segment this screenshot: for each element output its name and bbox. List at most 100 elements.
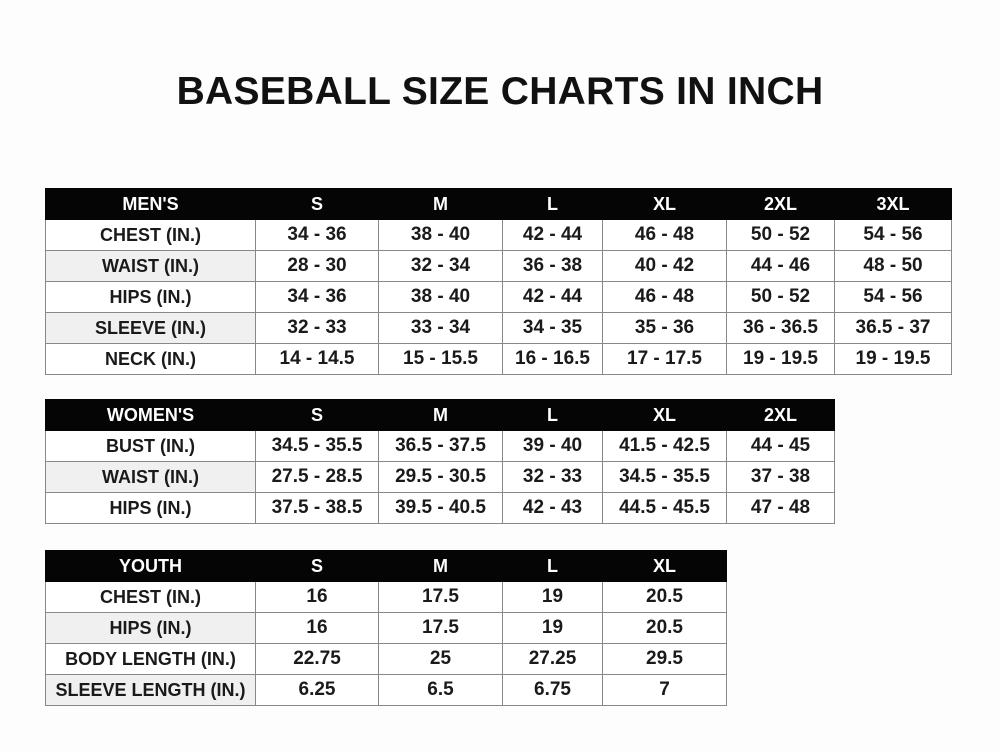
size-value-cell: 25 (378, 643, 503, 675)
size-value-cell: 14 - 14.5 (255, 343, 379, 375)
size-value-cell: 16 - 16.5 (502, 343, 603, 375)
size-value-cell: 27.25 (502, 643, 603, 675)
size-value-cell: 22.75 (255, 643, 379, 675)
size-value-cell: 34 - 35 (502, 312, 603, 344)
size-header: XL (602, 188, 727, 220)
size-value-cell: 41.5 - 42.5 (602, 430, 727, 462)
size-header: 3XL (834, 188, 952, 220)
size-value-cell: 34 - 36 (255, 219, 379, 251)
measurement-label: BODY LENGTH (IN.) (45, 643, 256, 675)
size-value-cell: 34.5 - 35.5 (255, 430, 379, 462)
size-header: L (502, 399, 603, 431)
size-value-cell: 37.5 - 38.5 (255, 492, 379, 524)
table-row: WAIST (IN.) 28 - 30 32 - 34 36 - 38 40 - 42 4… (45, 250, 952, 282)
table-row: HIPS (IN.) 34 - 36 38 - 40 42 - 44 46 - 48 50… (45, 281, 952, 313)
measurement-label: CHEST (IN.) (45, 219, 256, 251)
size-value-cell: 29.5 (602, 643, 727, 675)
size-header: L (502, 188, 603, 220)
size-value-cell: 17 - 17.5 (602, 343, 727, 375)
size-value-cell: 40 - 42 (602, 250, 727, 282)
size-value-cell: 39.5 - 40.5 (378, 492, 503, 524)
size-value-cell: 27.5 - 28.5 (255, 461, 379, 493)
size-value-cell: 20.5 (602, 612, 727, 644)
table-row: HIPS (IN.) 16 17.5 19 20.5 (45, 612, 727, 644)
size-header: 2XL (726, 188, 835, 220)
category-header: WOMEN'S (45, 399, 256, 431)
table-row: SLEEVE (IN.) 32 - 33 33 - 34 34 - 35 35 - 36… (45, 312, 952, 344)
size-value-cell: 42 - 44 (502, 219, 603, 251)
table-row: SLEEVE LENGTH (IN.) 6.25 6.5 6.75 7 (45, 674, 727, 706)
size-value-cell: 46 - 48 (602, 219, 727, 251)
measurement-label: SLEEVE (IN.) (45, 312, 256, 344)
size-value-cell: 44.5 - 45.5 (602, 492, 727, 524)
size-value-cell: 19 (502, 581, 603, 613)
youth-size-table: YOUTH S M L XL CHEST (IN.) 16 17.5 19 20.5 HIPS (I… (45, 550, 727, 706)
size-value-cell: 32 - 33 (502, 461, 603, 493)
measurement-label: CHEST (IN.) (45, 581, 256, 613)
mens-size-table: MEN'S S M L XL 2XL 3XL CHEST (IN.) 34 - 36 38 - 4… (45, 188, 952, 375)
size-value-cell: 32 - 33 (255, 312, 379, 344)
size-value-cell: 29.5 - 30.5 (378, 461, 503, 493)
size-header: S (255, 399, 379, 431)
table-row: HIPS (IN.) 37.5 - 38.5 39.5 - 40.5 42 - 43 4… (45, 492, 835, 524)
table-row: NECK (IN.) 14 - 14.5 15 - 15.5 16 - 16.5 17 … (45, 343, 952, 375)
size-value-cell: 44 - 46 (726, 250, 835, 282)
size-value-cell: 19 (502, 612, 603, 644)
size-header: XL (602, 399, 727, 431)
measurement-label: HIPS (IN.) (45, 492, 256, 524)
header-row: YOUTH S M L XL (45, 550, 727, 582)
size-value-cell: 16 (255, 581, 379, 613)
table-row: WAIST (IN.) 27.5 - 28.5 29.5 - 30.5 32 - 33… (45, 461, 835, 493)
size-value-cell: 17.5 (378, 581, 503, 613)
size-header: S (255, 550, 379, 582)
table-row: CHEST (IN.) 34 - 36 38 - 40 42 - 44 46 - 48 5… (45, 219, 952, 251)
size-value-cell: 47 - 48 (726, 492, 835, 524)
size-value-cell: 50 - 52 (726, 219, 835, 251)
measurement-label: BUST (IN.) (45, 430, 256, 462)
size-header: L (502, 550, 603, 582)
size-value-cell: 42 - 43 (502, 492, 603, 524)
size-value-cell: 34.5 - 35.5 (602, 461, 727, 493)
category-header: MEN'S (45, 188, 256, 220)
measurement-label: HIPS (IN.) (45, 281, 256, 313)
size-header: XL (602, 550, 727, 582)
page-title: BASEBALL SIZE CHARTS IN INCH (176, 70, 824, 113)
category-header: YOUTH (45, 550, 256, 582)
measurement-label: WAIST (IN.) (45, 250, 256, 282)
size-value-cell: 39 - 40 (502, 430, 603, 462)
header-row: WOMEN'S S M L XL 2XL (45, 399, 835, 431)
size-value-cell: 38 - 40 (378, 219, 503, 251)
size-header: M (378, 550, 503, 582)
measurement-label: HIPS (IN.) (45, 612, 256, 644)
womens-size-table: WOMEN'S S M L XL 2XL BUST (IN.) 34.5 - 35.5 36.5… (45, 399, 835, 524)
size-value-cell: 48 - 50 (834, 250, 952, 282)
size-value-cell: 36 - 38 (502, 250, 603, 282)
size-value-cell: 19 - 19.5 (834, 343, 952, 375)
size-value-cell: 54 - 56 (834, 219, 952, 251)
size-header: M (378, 399, 503, 431)
size-value-cell: 19 - 19.5 (726, 343, 835, 375)
size-header: M (378, 188, 503, 220)
size-value-cell: 54 - 56 (834, 281, 952, 313)
size-value-cell: 37 - 38 (726, 461, 835, 493)
size-value-cell: 6.5 (378, 674, 503, 706)
measurement-label: SLEEVE LENGTH (IN.) (45, 674, 256, 706)
size-value-cell: 32 - 34 (378, 250, 503, 282)
size-value-cell: 38 - 40 (378, 281, 503, 313)
table-row: BUST (IN.) 34.5 - 35.5 36.5 - 37.5 39 - 40 4… (45, 430, 835, 462)
size-value-cell: 36.5 - 37 (834, 312, 952, 344)
measurement-label: NECK (IN.) (45, 343, 256, 375)
size-value-cell: 33 - 34 (378, 312, 503, 344)
size-value-cell: 34 - 36 (255, 281, 379, 313)
size-value-cell: 42 - 44 (502, 281, 603, 313)
size-header: S (255, 188, 379, 220)
size-value-cell: 50 - 52 (726, 281, 835, 313)
size-value-cell: 6.75 (502, 674, 603, 706)
table-row: CHEST (IN.) 16 17.5 19 20.5 (45, 581, 727, 613)
header-row: MEN'S S M L XL 2XL 3XL (45, 188, 952, 220)
size-value-cell: 17.5 (378, 612, 503, 644)
measurement-label: WAIST (IN.) (45, 461, 256, 493)
table-row: BODY LENGTH (IN.) 22.75 25 27.25 29.5 (45, 643, 727, 675)
size-value-cell: 20.5 (602, 581, 727, 613)
size-value-cell: 46 - 48 (602, 281, 727, 313)
